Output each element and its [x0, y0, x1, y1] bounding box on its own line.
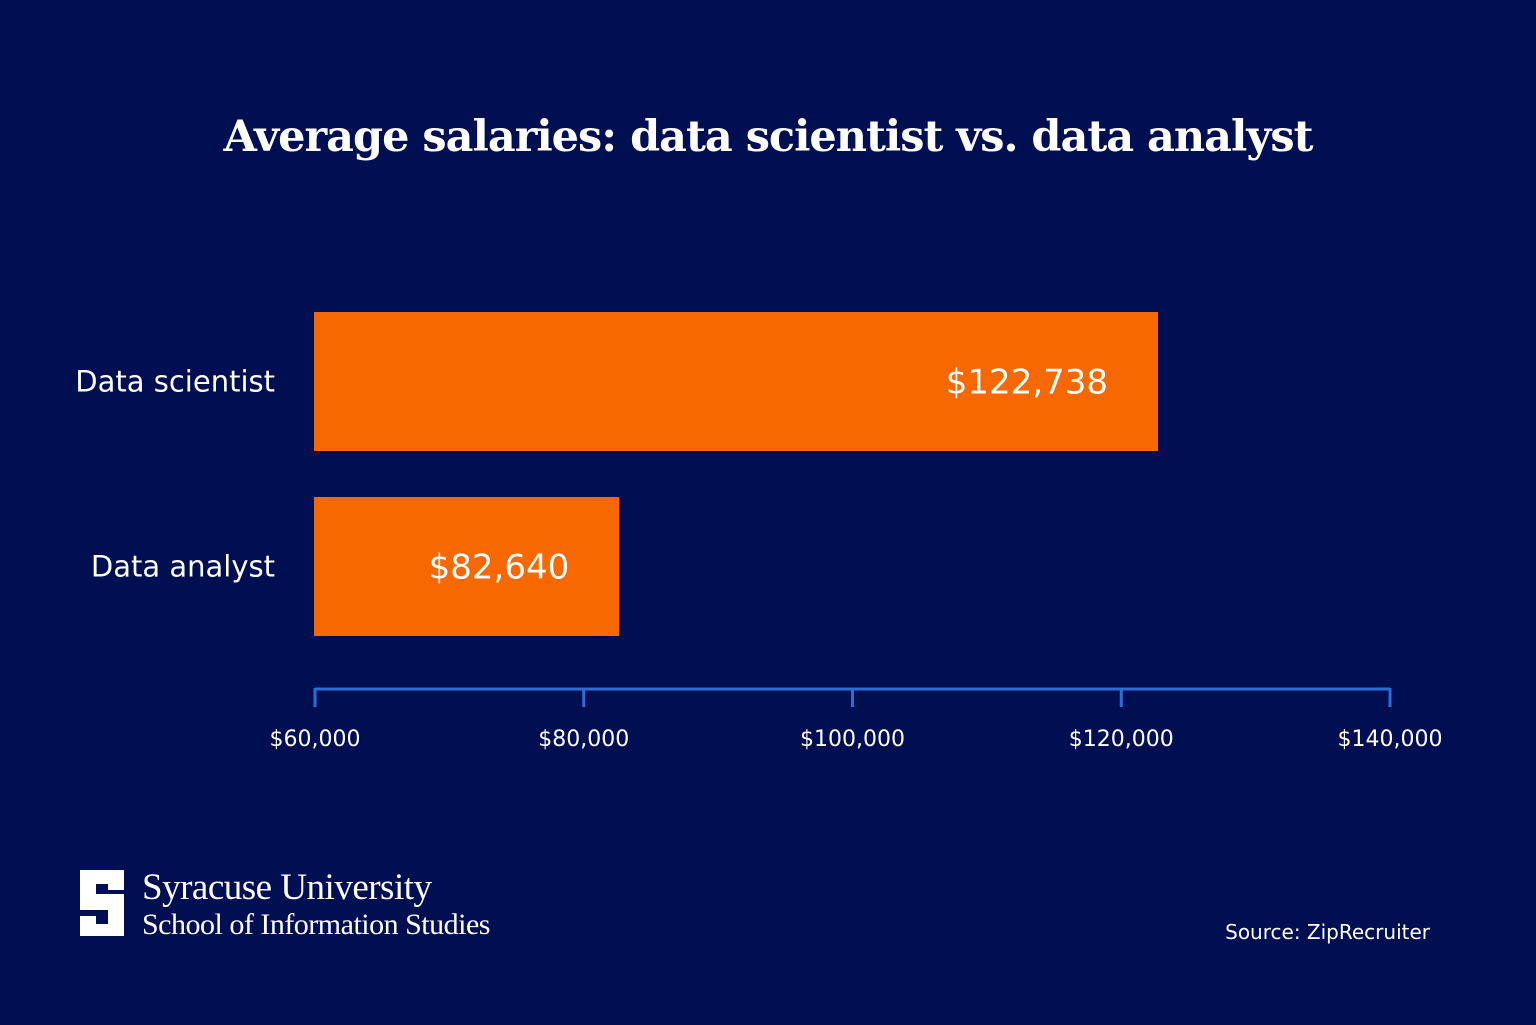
- x-tick-label-4: $140,000: [1338, 727, 1443, 752]
- source-note: Source: ZipRecruiter: [1225, 920, 1430, 944]
- chart-title: Average salaries: data scientist vs. dat…: [223, 112, 1314, 162]
- data-label-1: $82,640: [429, 548, 570, 588]
- logo-university-name: Syracuse University: [142, 867, 432, 908]
- category-label-1: Data analyst: [91, 550, 275, 584]
- syracuse-s-logo-icon: [80, 870, 124, 936]
- logo-school-name: School of Information Studies: [142, 908, 490, 941]
- x-tick-label-2: $100,000: [800, 727, 905, 752]
- bar-1: [314, 497, 620, 636]
- data-label-0: $122,738: [946, 363, 1108, 403]
- x-tick-label-0: $60,000: [270, 727, 361, 752]
- bar-0: [314, 312, 1159, 451]
- category-label-0: Data scientist: [75, 365, 275, 399]
- x-tick-label-3: $120,000: [1069, 727, 1174, 752]
- x-tick-label-1: $80,000: [538, 727, 629, 752]
